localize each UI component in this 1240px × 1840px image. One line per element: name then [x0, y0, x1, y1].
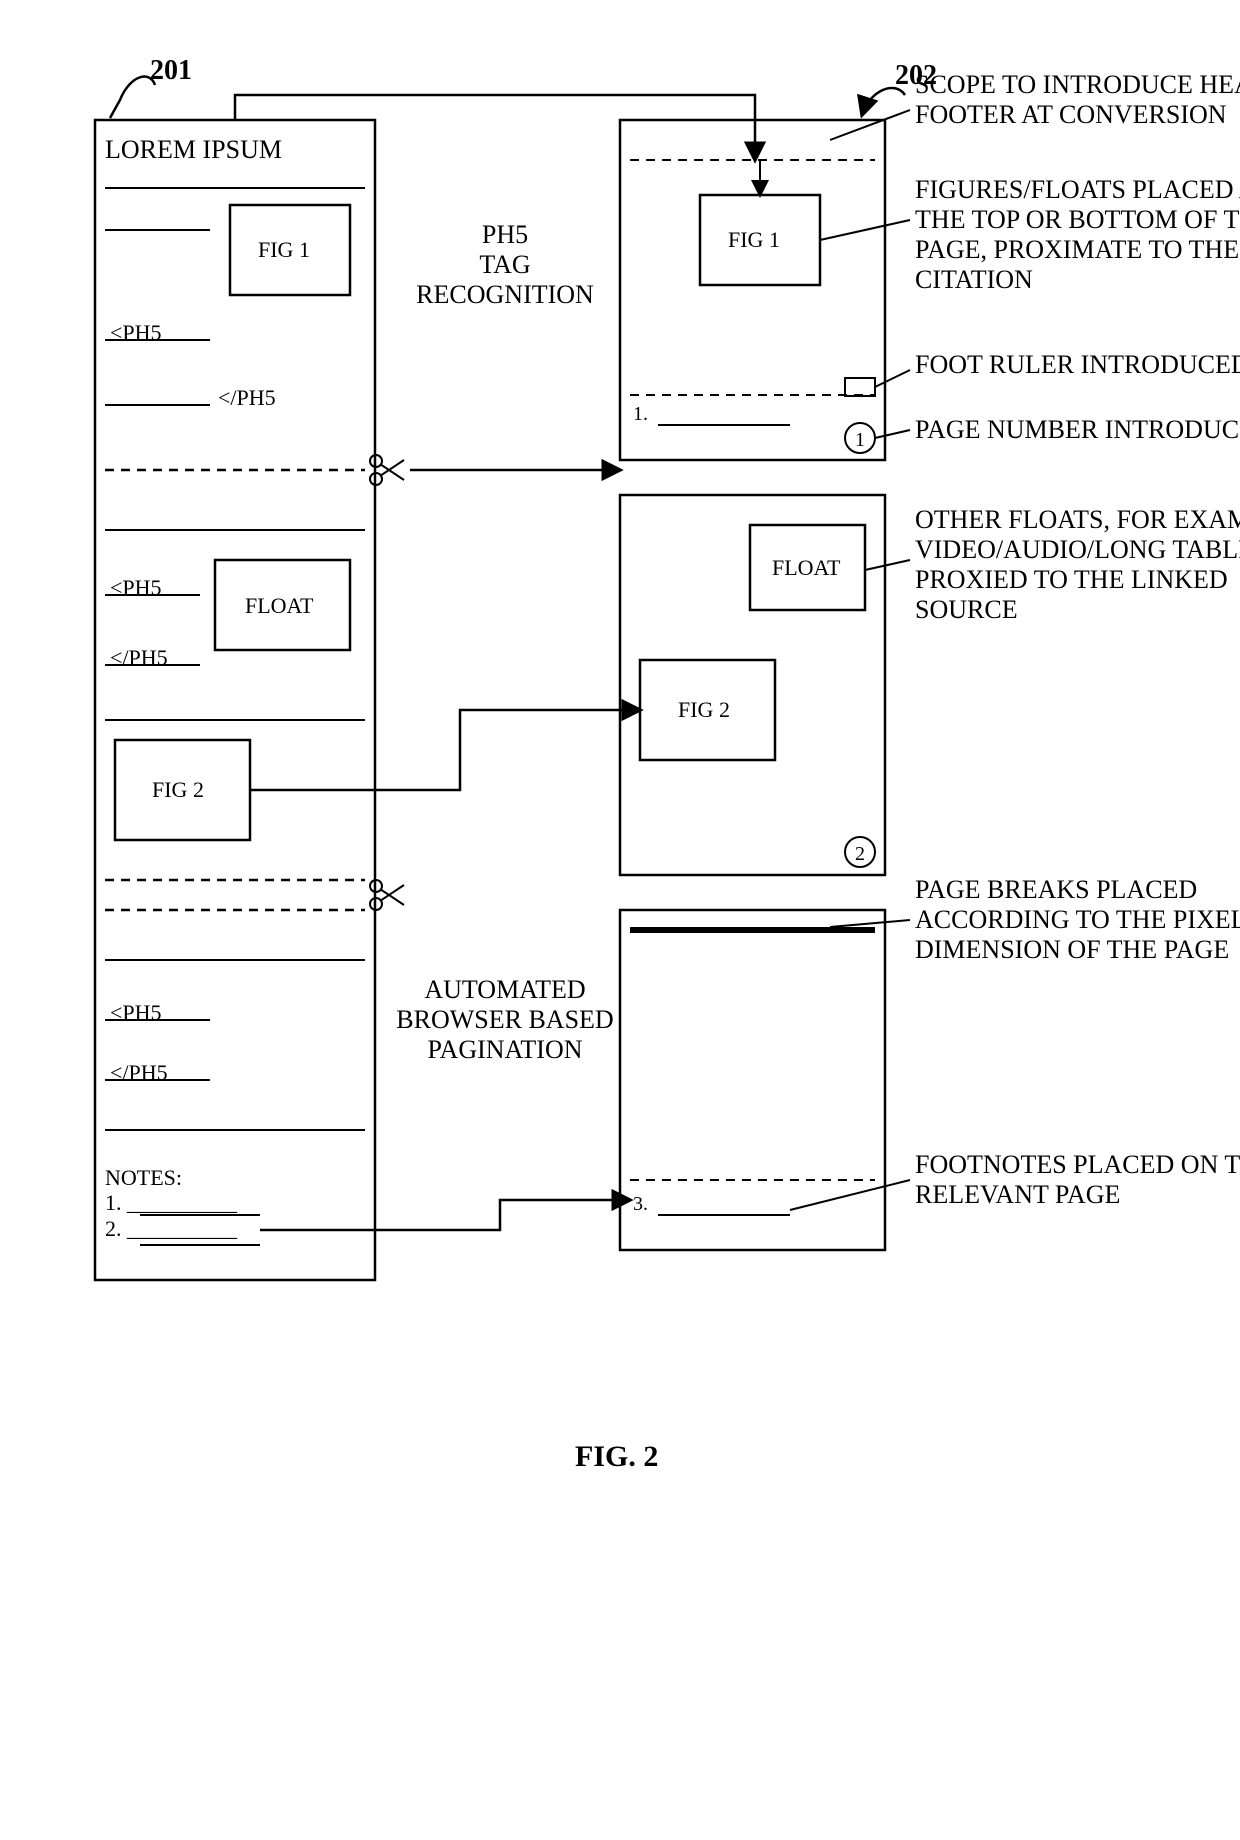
notes-block: NOTES: 1. __________ 2. __________: [105, 1165, 237, 1241]
annot-page-breaks: PAGE BREAKS PLACED ACCORDING TO THE PIXE…: [915, 875, 1240, 965]
annot-other-floats: OTHER FLOATS, FOR EXAMPLE, VIDEO/AUDIO/L…: [915, 505, 1240, 625]
svg-text:2: 2: [855, 843, 865, 865]
tag-open-3: <PH5: [110, 1000, 162, 1025]
right-page-1: 1: [620, 120, 885, 460]
fig1-box-right: FIG 1: [728, 227, 780, 252]
annot-page-number: PAGE NUMBER INTRODUCED: [915, 415, 1240, 445]
right-page-2: 2: [620, 495, 885, 875]
annot-footnotes: FOOTNOTES PLACED ON THE RELEVANT PAGE: [915, 1150, 1240, 1210]
tag-recognition-label: PH5 TAG RECOGNITION: [410, 220, 600, 310]
annot-foot-ruler: FOOT RULER INTRODUCED: [915, 350, 1240, 380]
fig2-box-left: FIG 2: [152, 777, 204, 802]
page1-footnum: 1.: [633, 403, 648, 426]
ref-201: 201: [150, 55, 192, 87]
float-box-right: FLOAT: [772, 555, 840, 580]
svg-text:1: 1: [855, 429, 865, 451]
float-box-left: FLOAT: [245, 593, 313, 618]
tag-close-2: </PH5: [110, 645, 168, 670]
lorem-title: LOREM IPSUM: [105, 135, 282, 165]
tag-open-2: <PH5: [110, 575, 162, 600]
fig1-box-left: FIG 1: [258, 237, 310, 262]
left-panel: [95, 120, 375, 1280]
right-page-3: [620, 910, 885, 1250]
figure-caption: FIG. 2: [575, 1440, 658, 1474]
tag-open-1: <PH5: [110, 320, 162, 345]
diagram-stage: 1 2 201 202 LOREM IPSUM <PH5 </PH5 FIG 1…: [0, 0, 1240, 1840]
page3-footnum: 3.: [633, 1193, 648, 1216]
annot-header-footer: SCOPE TO INTRODUCE HEADER- FOOTER AT CON…: [915, 70, 1240, 130]
tag-close-1: </PH5: [218, 385, 276, 410]
fig2-box-right: FIG 2: [678, 697, 730, 722]
pagination-label: AUTOMATED BROWSER BASED PAGINATION: [395, 975, 615, 1065]
tag-close-3: </PH5: [110, 1060, 168, 1085]
annot-floats-top: FIGURES/FLOATS PLACED AT THE TOP OR BOTT…: [915, 175, 1240, 295]
